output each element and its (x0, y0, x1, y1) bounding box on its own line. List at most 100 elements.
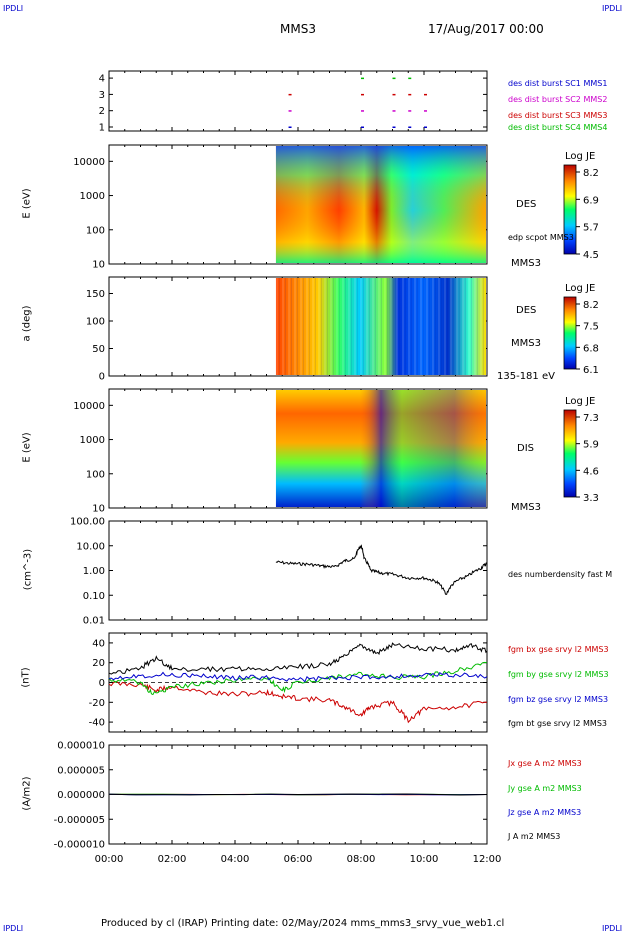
burst-marker (408, 126, 412, 128)
y-tick-label-fgm: 40 (92, 638, 105, 649)
y-tick-label-current: 0.000010 (57, 741, 105, 752)
burst-marker (288, 126, 292, 128)
series-line-current-3 (108, 793, 488, 796)
burst-marker (392, 93, 396, 96)
colorbar-tick-label-des-energy: 6.9 (583, 195, 599, 206)
y-tick-label-fgm: -40 (89, 718, 105, 729)
burst-marker (361, 126, 364, 128)
y-tick-label-des-energy: 10 (92, 260, 105, 271)
legend-fgm-bz: fgm bz gse srvy l2 MMS3 (508, 695, 609, 704)
y-tick-label-density: 1.00 (83, 566, 105, 577)
colorbar-title-des-pitch: Log JE (565, 283, 596, 294)
legend-burst-mms1: des dist burst SC1 MMS1 (508, 79, 608, 88)
burst-marker (288, 93, 292, 96)
label-energy-range: 135-181 eV (497, 371, 555, 382)
ylabel-dis-energy: E (eV) (21, 432, 33, 463)
legend-fgm-bx: fgm bx gse srvy l2 MMS3 (508, 645, 609, 654)
y-tick-label-dis-energy: 100 (86, 469, 105, 480)
burst-marker (424, 93, 427, 96)
burst-marker (408, 110, 412, 112)
x-tick-label: 10:00 (410, 854, 439, 865)
legend-jx: Jx gse A m2 MMS3 (508, 759, 582, 768)
colorbar-des-energy (563, 164, 577, 255)
label-dis-mms3: MMS3 (511, 502, 541, 513)
burst-marker (392, 110, 396, 112)
legend-density: des numberdensity fast M (508, 570, 613, 579)
label-des-pitch: DES (516, 305, 537, 316)
colorbar-tick-label-dis-energy: 4.6 (583, 466, 599, 477)
y-tick-label-fgm: 20 (92, 658, 105, 669)
y-tick-label-fgm: -20 (89, 698, 105, 709)
corner-label-bottom-right: IPDLI (602, 924, 623, 933)
burst-marker (424, 110, 427, 112)
legend-fgm-by: fgm by gse srvy l2 MMS3 (508, 670, 609, 679)
y-tick-label-des-energy: 1000 (80, 191, 105, 202)
label-dis: DIS (517, 443, 534, 454)
y-tick-label-current: -0.000005 (54, 815, 105, 826)
corner-label-top-right: IPDLI (602, 4, 623, 13)
series-line-density (275, 544, 488, 595)
colorbar-tick-label-des-pitch: 6.1 (583, 365, 599, 376)
colorbar-des-pitch (563, 296, 577, 370)
x-tick-label: 08:00 (347, 854, 376, 865)
series-line-fgm-2 (108, 671, 488, 683)
y-tick-label-dis-energy: 1000 (80, 435, 105, 446)
label-des-pitch-mms3: MMS3 (511, 338, 541, 349)
y-tick-label-burst: 1 (99, 123, 105, 134)
legend-burst-mms4: des dist burst SC4 MMS4 (508, 123, 608, 132)
colorbar-tick-label-dis-energy: 5.9 (583, 440, 599, 451)
legend-j: J A m2 MMS3 (508, 832, 561, 841)
colorbar-tick-label-dis-energy: 3.3 (583, 493, 599, 504)
legend-jy: Jy gse A m2 MMS3 (508, 784, 582, 793)
legend-jz: Jz gse A m2 MMS3 (508, 808, 582, 817)
colorbar-title-des-energy: Log JE (565, 151, 596, 162)
burst-marker (361, 110, 364, 112)
label-des: DES (516, 199, 537, 210)
y-tick-label-density: 0.10 (83, 591, 105, 602)
colorbar-tick-label-des-pitch: 6.8 (583, 343, 599, 354)
header-date: 17/Aug/2017 00:00 (428, 22, 544, 36)
ylabel-density: (cm^-3) (22, 548, 34, 591)
burst-marker (392, 126, 396, 128)
x-tick-label: 06:00 (284, 854, 313, 865)
corner-label-top-left: IPDLI (3, 4, 24, 13)
y-tick-label-dis-energy: 10 (92, 504, 105, 515)
panel-frame-density (108, 520, 488, 621)
x-tick-label: 02:00 (158, 854, 187, 865)
heatmap-des-pitch-texture (275, 278, 486, 375)
ylabel-des-pitch: a (deg) (21, 305, 33, 342)
burst-marker (408, 77, 412, 80)
ylabel-des-energy: E (eV) (21, 188, 33, 219)
header-spacecraft: MMS3 (280, 22, 316, 36)
burst-marker (361, 93, 364, 96)
footer-text: Produced by cl (IRAP) Printing date: 02/… (101, 918, 505, 929)
y-tick-label-current: 0.000005 (57, 765, 105, 776)
label-des-mms3: MMS3 (511, 258, 541, 269)
y-tick-label-des-energy: 10000 (73, 157, 105, 168)
colorbar-dis-energy (563, 409, 577, 498)
panel-frame-burst (108, 70, 488, 132)
colorbar-tick-label-dis-energy: 7.3 (583, 413, 599, 424)
colorbar-tick-label-des-pitch: 8.2 (583, 300, 599, 311)
heatmap-des-energy-overlay (275, 146, 486, 263)
burst-marker (408, 93, 412, 96)
y-tick-label-des-pitch: 100 (86, 317, 105, 328)
corner-label-bottom-left: IPDLI (3, 924, 24, 933)
colorbar-tick-label-des-pitch: 7.5 (583, 322, 599, 333)
x-tick-label: 04:00 (221, 854, 250, 865)
colorbar-tick-label-des-energy: 4.5 (583, 250, 599, 261)
colorbar-tick-label-des-energy: 5.7 (583, 223, 599, 234)
y-tick-label-current: -0.000010 (54, 840, 105, 851)
heatmap-dis-energy-overlay (275, 390, 486, 507)
series-line-fgm-3 (108, 642, 488, 675)
legend-burst-mms2: des dist burst SC2 MMS2 (508, 95, 608, 104)
colorbar-title-dis-energy: Log JE (565, 396, 596, 407)
y-tick-label-density: 10.00 (76, 541, 105, 552)
y-tick-label-dis-energy: 10000 (73, 401, 105, 412)
y-tick-label-des-pitch: 50 (92, 344, 105, 355)
x-tick-label: 12:00 (473, 854, 502, 865)
y-tick-label-density: 0.01 (83, 616, 105, 627)
burst-marker (361, 77, 364, 80)
legend-burst-mms3: des dist burst SC3 MMS3 (508, 111, 608, 120)
